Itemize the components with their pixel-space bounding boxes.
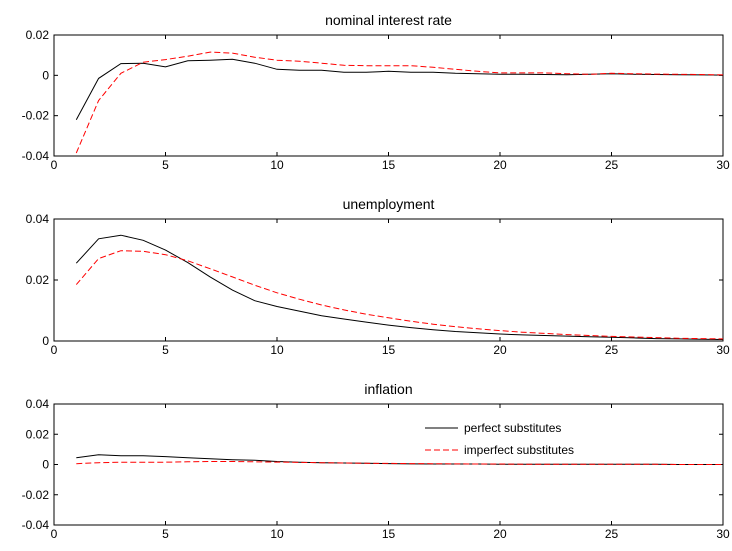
- x-tick-label: 5: [162, 158, 169, 172]
- x-tick-label: 25: [605, 343, 619, 357]
- x-tick-label: 10: [270, 527, 284, 541]
- panel-3: inflation 0 5 10 15 20 25 30 -0.04 -0.02 0 0.02 0.04: [22, 381, 730, 541]
- x-tick-label: 30: [716, 158, 730, 172]
- x-tick-label: 30: [716, 527, 730, 541]
- panel-title: inflation: [364, 381, 412, 397]
- x-tick-label: 0: [51, 527, 58, 541]
- x-tick-label: 10: [270, 343, 284, 357]
- y-tick-label: -0.02: [22, 109, 50, 123]
- x-tick-label: 0: [51, 158, 58, 172]
- x-tick-label: 5: [162, 343, 169, 357]
- y-tick-label: 0.02: [26, 273, 50, 287]
- y-tick-label: 0: [42, 334, 49, 348]
- axes-box: [53, 34, 724, 157]
- y-tick-label: 0.04: [26, 212, 50, 226]
- series-line-perfect-substitutes: [75, 58, 724, 120]
- panel-title: nominal interest rate: [325, 12, 452, 28]
- series-line-imperfect-substitutes: [75, 51, 724, 154]
- x-tick-label: 20: [493, 527, 507, 541]
- series-line-perfect-substitutes: [76, 454, 723, 465]
- x-tick-label: 25: [605, 527, 619, 541]
- legend-label: perfect substitutes: [464, 421, 561, 435]
- y-tick-label: -0.04: [22, 518, 50, 532]
- x-tick-label: 10: [270, 158, 284, 172]
- panel-title: unemployment: [343, 196, 435, 212]
- x-tick-label: 15: [382, 158, 396, 172]
- series-line-perfect-substitutes: [75, 234, 724, 340]
- x-tick-label: 20: [493, 158, 507, 172]
- panel-1: nominal interest rate 0 5 10 15 20 25 30 -0.04 -0…: [22, 12, 730, 172]
- y-tick-label: 0: [42, 458, 49, 472]
- x-tick-label: 5: [162, 527, 169, 541]
- x-tick-label: 0: [51, 343, 58, 357]
- x-tick-label: 15: [382, 343, 396, 357]
- x-tick-label: 30: [716, 343, 730, 357]
- axes-box: [53, 218, 724, 342]
- series-line-imperfect-substitutes: [75, 250, 724, 340]
- x-tick-label: 15: [382, 527, 396, 541]
- y-tick-label: -0.02: [22, 488, 50, 502]
- y-tick-label: 0.02: [26, 28, 50, 42]
- y-tick-label: 0: [42, 68, 49, 82]
- legend: perfect substitutes imperfect substitutes: [425, 421, 574, 457]
- y-tick-label: 0.04: [26, 397, 50, 411]
- x-tick-label: 25: [605, 158, 619, 172]
- legend-label: imperfect substitutes: [464, 443, 574, 457]
- y-tick-label: -0.04: [22, 149, 50, 163]
- panel-2: unemployment 0 5 10 15 20 25 30 0 0.02 0.04: [26, 196, 730, 357]
- y-tick-label: 0.02: [26, 427, 50, 441]
- x-tick-label: 20: [493, 343, 507, 357]
